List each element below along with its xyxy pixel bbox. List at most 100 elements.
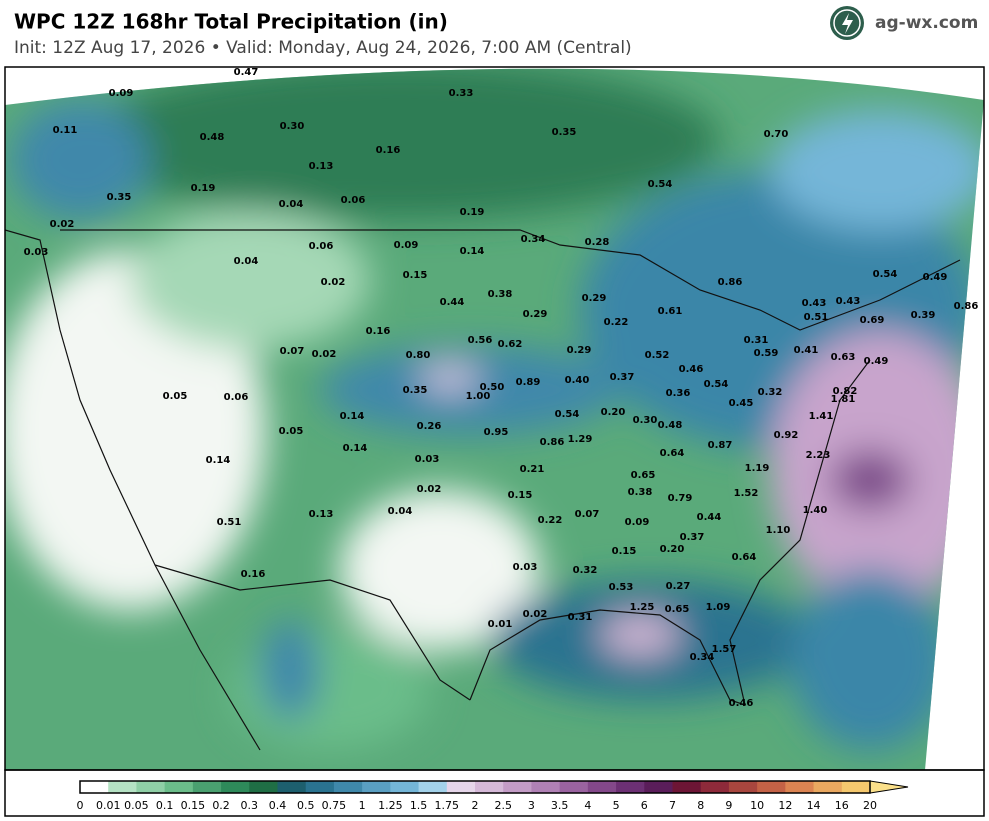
precip-label: 0.27 <box>666 581 691 592</box>
precip-label: 0.11 <box>53 125 78 136</box>
precip-label: 0.47 <box>234 67 259 78</box>
colorbar-swatch <box>221 781 250 793</box>
precip-label: 0.34 <box>521 234 546 245</box>
precip-label: 0.45 <box>729 398 754 409</box>
colorbar-swatch <box>80 781 109 793</box>
precip-label: 0.37 <box>610 372 635 383</box>
precip-label: 0.29 <box>523 309 548 320</box>
precip-label: 0.44 <box>697 512 722 523</box>
precip-label: 0.09 <box>394 240 419 251</box>
precip-label: 0.89 <box>516 377 541 388</box>
precip-label: 0.80 <box>406 350 431 361</box>
logo-ring <box>833 9 861 37</box>
precip-label: 0.54 <box>704 379 729 390</box>
colorbar-tick-label: 1.75 <box>435 799 460 812</box>
colorbar-swatch <box>841 781 871 793</box>
precip-label: 0.15 <box>612 546 637 557</box>
colorbar-tick-label: 9 <box>725 799 732 812</box>
colorbar-tick-label: 4 <box>584 799 591 812</box>
precip-label: 1.57 <box>712 644 737 655</box>
precip-label: 0.04 <box>388 506 413 517</box>
precip-label: 0.43 <box>836 296 861 307</box>
colorbar-tick-label: 0.15 <box>181 799 206 812</box>
precip-label: 1.81 <box>831 394 856 405</box>
precip-label: 0.38 <box>488 289 513 300</box>
precip-label: 0.03 <box>513 562 538 573</box>
colorbar-swatch <box>757 781 786 793</box>
precip-label: 0.46 <box>679 364 704 375</box>
precip-label: 0.62 <box>498 339 523 350</box>
precip-label: 0.22 <box>538 515 563 526</box>
precip-label: 0.20 <box>601 407 626 418</box>
colorbar-swatch <box>644 781 673 793</box>
precip-field <box>5 68 984 770</box>
precip-label: 0.02 <box>417 484 442 495</box>
precip-label: 0.15 <box>508 490 533 501</box>
precip-label: 0.64 <box>660 448 685 459</box>
precip-label: 0.14 <box>206 455 231 466</box>
precip-label: 0.36 <box>666 388 691 399</box>
colorbar-tick-label: 0.4 <box>269 799 287 812</box>
precip-label: 1.09 <box>706 602 731 613</box>
colorbar-tick-label: 16 <box>835 799 849 812</box>
colorbar-swatch <box>277 781 307 793</box>
colorbar-tick-label: 0.1 <box>156 799 174 812</box>
precip-label: 0.69 <box>860 315 885 326</box>
precip-label: 0.54 <box>873 269 898 280</box>
precip-label: 0.92 <box>774 430 799 441</box>
colorbar-swatch <box>418 781 448 793</box>
precip-label: 0.51 <box>804 312 829 323</box>
precip-label: 0.29 <box>582 293 607 304</box>
subtitle: Init: 12Z Aug 17, 2026 • Valid: Monday, … <box>14 38 632 58</box>
precip-label: 1.52 <box>734 488 759 499</box>
precip-label: 0.49 <box>864 356 889 367</box>
precip-label: 0.22 <box>604 317 629 328</box>
precip-label: 0.50 <box>480 382 505 393</box>
colorbar-tick-label: 6 <box>641 799 648 812</box>
colorbar-tick-label: 8 <box>697 799 704 812</box>
precip-label: 0.86 <box>718 277 743 288</box>
precip-label: 0.02 <box>312 349 337 360</box>
colorbar-swatch <box>390 781 420 793</box>
precip-label: 0.86 <box>540 437 565 448</box>
colorbar-swatch <box>700 781 730 793</box>
precip-label: 0.09 <box>625 517 650 528</box>
colorbar-tick-label: 3 <box>528 799 535 812</box>
precip-label: 0.35 <box>403 385 428 396</box>
precip-label: 0.52 <box>645 350 670 361</box>
colorbar-swatch <box>813 781 843 793</box>
colorbar-frame <box>4 769 985 817</box>
colorbar-swatch <box>136 781 166 793</box>
colorbar-arrow <box>869 780 909 794</box>
colorbar-outline <box>79 780 871 794</box>
precip-label: 0.54 <box>555 409 580 420</box>
precip-label: 0.54 <box>648 179 673 190</box>
precip-label: 0.35 <box>552 127 577 138</box>
precip-label: 0.86 <box>954 301 979 312</box>
precip-label: 0.04 <box>279 199 304 210</box>
precip-label: 0.31 <box>568 612 593 623</box>
colorbar-tick-label: 5 <box>613 799 620 812</box>
colorbar-tick-label: 10 <box>750 799 764 812</box>
precip-label: 0.13 <box>309 509 334 520</box>
precip-label: 0.20 <box>660 544 685 555</box>
precip-label: 0.49 <box>923 272 948 283</box>
precip-label: 0.03 <box>415 454 440 465</box>
precip-label: 2.23 <box>806 450 831 461</box>
colorbar-swatch <box>503 781 532 793</box>
precip-label: 0.82 <box>833 386 858 397</box>
colorbar-swatch <box>616 781 645 793</box>
precip-label: 0.65 <box>631 470 656 481</box>
colorbar-tick-label: 1.5 <box>410 799 428 812</box>
precip-label: 0.05 <box>279 426 304 437</box>
colorbar-swatch <box>249 781 278 793</box>
precip-label: 0.37 <box>680 532 705 543</box>
precip-label: 0.31 <box>744 335 769 346</box>
precip-label: 0.41 <box>794 345 819 356</box>
title: WPC 12Z 168hr Total Precipitation (in) <box>14 10 448 34</box>
precip-label: 0.46 <box>729 698 754 709</box>
precip-label: 0.64 <box>732 552 757 563</box>
precip-label: 0.51 <box>217 517 242 528</box>
precip-label: 0.70 <box>764 129 789 140</box>
